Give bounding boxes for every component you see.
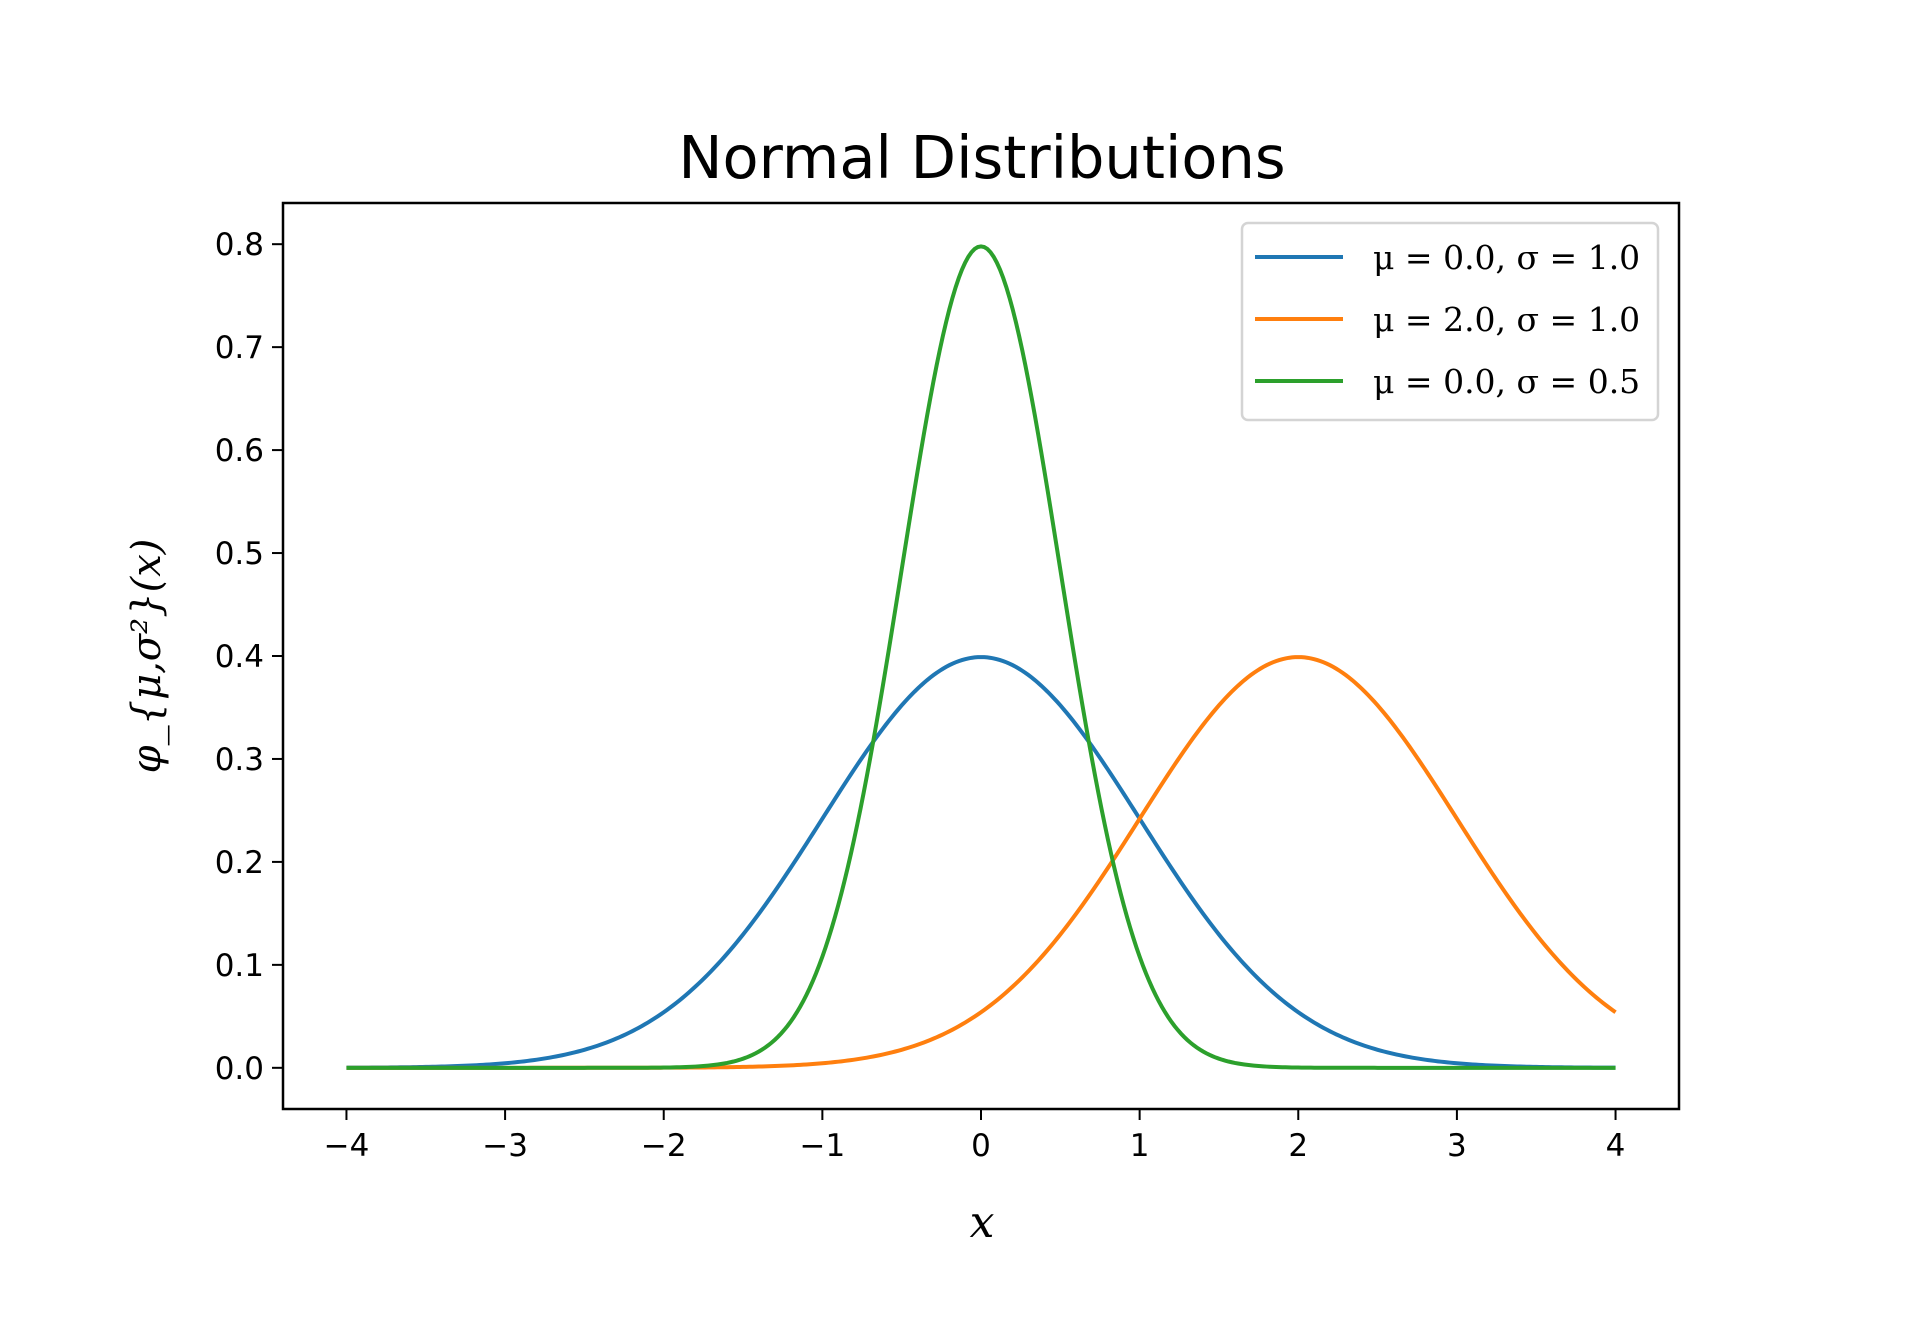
- x-axis-label: x: [970, 1197, 995, 1248]
- plot-lines: [346, 244, 1617, 1070]
- legend-label: μ = 0.0, σ = 0.5: [1373, 362, 1640, 401]
- x-tick-label: −3: [482, 1128, 528, 1164]
- legend: μ = 0.0, σ = 1.0 μ = 2.0, σ = 1.0 μ = 0.0,…: [1240, 221, 1660, 422]
- x-tick-label: 3: [1447, 1128, 1467, 1164]
- x-tick-label: −2: [641, 1128, 687, 1164]
- y-tick-label: 0.8: [215, 227, 264, 263]
- y-tick-label: 0.0: [215, 1051, 264, 1087]
- y-ticks: 0.0 0.1 0.2 0.3 0.4 0.5 0.6 0.7 0.8: [215, 227, 283, 1087]
- x-tick-label: 2: [1288, 1128, 1308, 1164]
- legend-label: μ = 2.0, σ = 1.0: [1373, 300, 1640, 339]
- x-tick-label: 1: [1130, 1128, 1150, 1164]
- x-ticks: −4 −3 −2 −1 0 1 2 3 4: [324, 1109, 1626, 1164]
- y-axis-label: φ_{μ,σ²}(x): [124, 539, 170, 774]
- y-tick-label: 0.2: [215, 845, 264, 881]
- y-tick-label: 0.3: [215, 742, 264, 778]
- y-tick-label: 0.6: [215, 433, 264, 469]
- x-tick-label: 0: [971, 1128, 991, 1164]
- legend-label: μ = 0.0, σ = 1.0: [1373, 238, 1640, 277]
- series-line-2: [346, 244, 1616, 1070]
- y-axis-label-group: φ_{μ,σ²}(x): [124, 539, 170, 774]
- legend-box: [1240, 221, 1660, 422]
- y-tick-label: 0.7: [215, 330, 264, 366]
- y-tick-label: 0.1: [215, 948, 264, 984]
- series-line-0: [346, 655, 1616, 1070]
- chart-title: Normal Distributions: [678, 123, 1285, 192]
- x-tick-label: 4: [1606, 1128, 1626, 1164]
- y-tick-label: 0.4: [215, 639, 264, 675]
- series-line-1: [346, 655, 1617, 1070]
- x-tick-label: −1: [800, 1128, 846, 1164]
- x-tick-label: −4: [324, 1128, 370, 1164]
- y-tick-label: 0.5: [215, 536, 264, 572]
